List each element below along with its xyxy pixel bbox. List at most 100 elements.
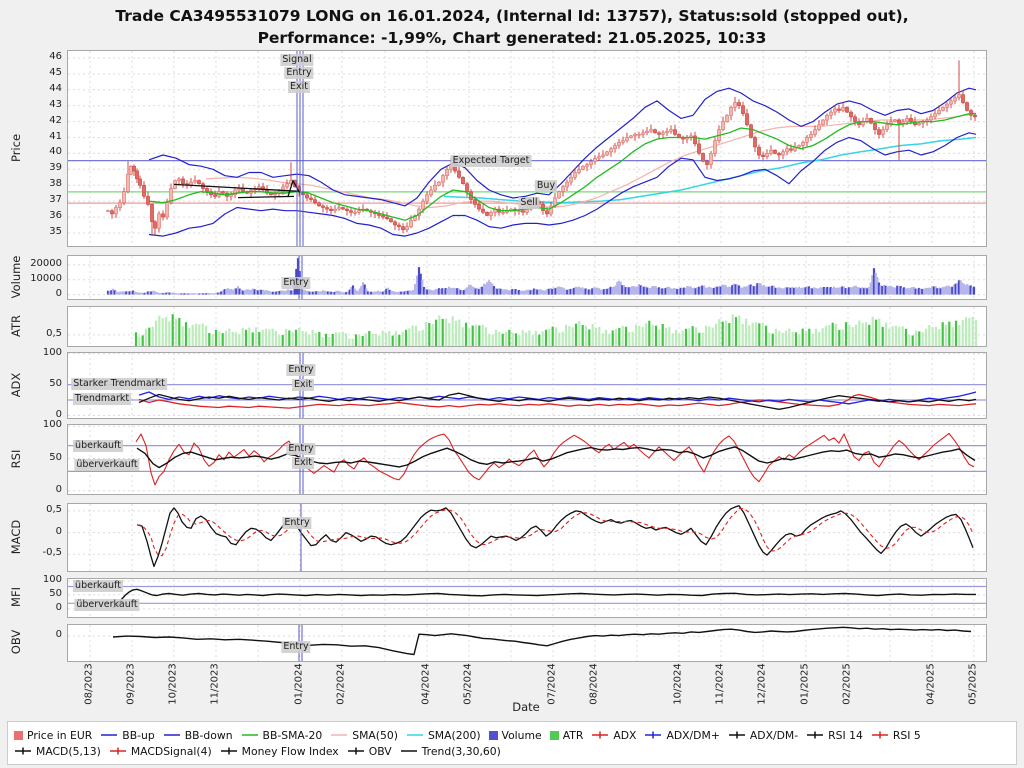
y-tick-label-obv: 0 (55, 629, 62, 641)
y-tick-label-price: 36 (49, 210, 62, 222)
y-tick-label-price: 38 (49, 178, 62, 190)
x-tick-label: 02/2025 (841, 663, 853, 705)
legend-swatch-line (163, 734, 180, 736)
x-tick-label: 10/2023 (167, 663, 179, 705)
legend-item-sma-50: SMA(50) (330, 729, 398, 742)
annotation-expected-target-3: Expected Target (450, 155, 532, 167)
legend-label: RSI 5 (892, 728, 921, 742)
legend-label: BB-SMA-20 (262, 728, 323, 742)
annotation-exit-2: Exit (288, 81, 310, 93)
annotation-entry-18: Entry (281, 641, 311, 653)
y-tick-label-macd: 0 (55, 525, 62, 537)
y-axis-label-adx: ADX (9, 372, 23, 397)
panel-mfi-canvas (68, 579, 986, 617)
legend-item-bb-up: BB-up (100, 729, 155, 742)
panel-macd (67, 503, 987, 572)
legend-swatch-line (400, 750, 417, 752)
annotation-entry-15: Entry (282, 517, 312, 529)
y-axis-label-price: Price (9, 133, 23, 162)
legend-item-macdsignal-4: MACDSignal(4) (109, 745, 212, 758)
panel-obv (67, 624, 987, 662)
annotation-entry-1: Entry (284, 67, 314, 79)
legend-label: RSI 14 (828, 728, 863, 742)
legend-label: ADX (613, 728, 637, 742)
y-tick-label-price: 43 (49, 98, 62, 110)
legend-swatch-plus-line (645, 731, 662, 739)
legend-label: MACDSignal(4) (130, 744, 212, 758)
y-axis-label-atr: ATR (9, 314, 23, 337)
panel-rsi (67, 424, 987, 495)
panel-price (67, 50, 987, 247)
legend-swatch-line (331, 734, 348, 736)
panel-volume-canvas (68, 256, 986, 299)
legend-item-money-flow-index: Money Flow Index (220, 745, 339, 758)
legend-swatch-line (241, 734, 258, 736)
panel-adx (67, 352, 987, 419)
panel-obv-canvas (68, 625, 986, 661)
legend-swatch-plus-line (807, 731, 824, 739)
legend-label: Money Flow Index (241, 744, 339, 758)
legend-item-rsi-14: RSI 14 (806, 729, 863, 742)
legend-swatch-plus-line (592, 731, 609, 739)
legend-label: BB-down (184, 728, 233, 742)
legend-label: Price in EUR (27, 728, 93, 742)
annotation-berverkauft-17: überverkauft (74, 599, 140, 611)
y-tick-label-mfi: 50 (49, 587, 62, 599)
y-tick-label-atr: 0,5 (46, 327, 62, 339)
legend-swatch-plus-line (15, 747, 31, 755)
y-tick-label-price: 45 (49, 66, 62, 78)
legend-swatch-plus-line (220, 747, 237, 755)
y-tick-label-adx: 100 (42, 346, 62, 358)
y-tick-label-price: 42 (49, 114, 62, 126)
y-axis-label-volume: Volume (9, 255, 23, 298)
panel-mfi (67, 578, 987, 618)
legend: Price in EUR BB-up BB-down BB-SMA-20 SMA(50)… (7, 721, 1017, 765)
legend-label: ATR (562, 728, 584, 742)
legend-item-bb-sma-20: BB-SMA-20 (241, 728, 323, 742)
legend-item-sma-200: SMA(200) (406, 729, 481, 742)
x-tick-label: 10/2024 (672, 663, 684, 705)
legend-swatch-square (14, 730, 23, 740)
y-axis-label-obv: OBV (9, 629, 23, 655)
y-tick-label-rsi: 0 (55, 483, 62, 495)
legend-label: SMA(50) (352, 728, 398, 742)
legend-item-macd-5-13: MACD(5,13) (14, 745, 101, 758)
legend-swatch-square (488, 730, 498, 740)
legend-label: Trend(3,30,60) (421, 744, 501, 758)
x-tick-label: 09/2023 (125, 663, 137, 705)
legend-item-trend-3-30-60: Trend(3,30,60) (400, 745, 501, 758)
x-tick-label: 08/2023 (83, 663, 95, 705)
annotation-entry-6: Entry (281, 277, 311, 289)
annotation-berverkauft-12: überverkauft (74, 459, 140, 471)
legend-label: MACD(5,13) (36, 744, 101, 758)
y-tick-label-rsi: 100 (42, 419, 62, 431)
legend-swatch-plus-line (109, 747, 126, 755)
chart-title-line2: Performance: -1,99%, Chart generated: 21… (257, 29, 767, 48)
legend-item-adx-dm: ADX/DM+ (644, 729, 720, 742)
annotation-starker-trendmarkt-7: Starker Trendmarkt (71, 378, 167, 390)
chart-title-line1: Trade CA3495531079 LONG on 16.01.2024, (… (115, 7, 909, 25)
x-tick-label: 04/2024 (420, 663, 432, 705)
y-tick-label-volume: 10000 (30, 272, 62, 284)
y-tick-label-volume: 20000 (30, 257, 62, 269)
y-tick-label-price: 40 (49, 146, 62, 158)
annotation-berkauft-16: überkauft (73, 580, 123, 592)
legend-label: OBV (368, 744, 392, 758)
panel-adx-canvas (68, 353, 986, 418)
legend-item-price-in-eur: Price in EUR (14, 729, 92, 742)
x-tick-label: 08/2024 (588, 663, 600, 705)
legend-item-atr: ATR (549, 728, 584, 742)
x-tick-label: 11/2023 (209, 663, 221, 705)
legend-item-adx-dm: ADX/DM- (728, 729, 798, 742)
y-axis-label-rsi: RSI (9, 449, 23, 468)
legend-swatch-line (406, 734, 423, 736)
y-tick-label-price: 44 (49, 82, 62, 94)
y-tick-label-macd: -0,5 (42, 547, 62, 559)
y-tick-label-price: 37 (49, 194, 62, 206)
legend-swatch-plus-line (347, 747, 364, 755)
y-tick-label-adx: 50 (49, 377, 62, 389)
legend-swatch-plus-line (728, 731, 745, 739)
panel-atr-canvas (68, 307, 986, 346)
